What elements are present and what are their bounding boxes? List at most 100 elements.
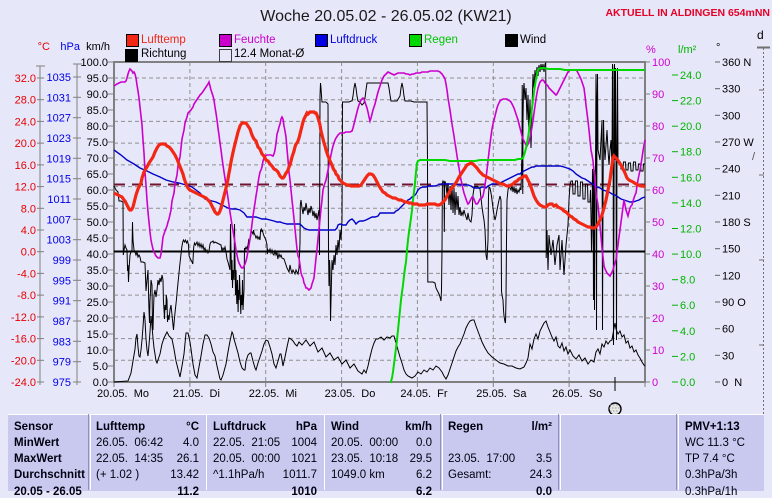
svg-text:270 W: 270 W [722,137,754,149]
svg-text:1011: 1011 [47,194,71,206]
svg-text:10.0: 10.0 [87,345,108,357]
svg-text:90.0: 90.0 [87,89,108,101]
svg-text:-24.0: -24.0 [11,377,36,389]
svg-text:40: 40 [652,249,664,261]
svg-text:210: 210 [722,190,740,202]
svg-text:55.0: 55.0 [87,201,108,213]
svg-text:65.0: 65.0 [87,169,108,181]
svg-text:1015: 1015 [47,174,71,186]
svg-text:1019: 1019 [47,153,71,165]
svg-text:14.0: 14.0 [680,198,701,210]
svg-text:20: 20 [652,313,664,325]
svg-text:2.0: 2.0 [680,351,695,363]
svg-text:20.0: 20.0 [87,313,108,325]
svg-text:25.05. Sa: 25.05. Sa [476,388,527,400]
svg-text:hPa: hPa [60,41,80,53]
svg-text:d: d [757,28,764,42]
svg-text:-8.0: -8.0 [17,290,36,302]
svg-text:4.0: 4.0 [21,225,36,237]
svg-text:979: 979 [53,357,71,369]
svg-text:60.0: 60.0 [87,185,108,197]
svg-text:24.05. Fr: 24.05. Fr [400,388,447,400]
svg-text:30: 30 [722,350,734,362]
svg-text:km/h: km/h [86,41,110,53]
svg-text:90: 90 [652,89,664,101]
svg-text:60: 60 [722,324,734,336]
svg-text:%: % [646,44,656,56]
svg-text:6.0: 6.0 [680,300,695,312]
svg-text:10.0: 10.0 [680,249,701,261]
svg-text:4.0: 4.0 [680,326,695,338]
svg-text:180 S: 180 S [722,217,751,229]
svg-text:35.0: 35.0 [87,265,108,277]
svg-text:300: 300 [722,110,740,122]
svg-text:991: 991 [53,296,71,308]
svg-text:30: 30 [652,281,664,293]
svg-text:0 N: 0 N [722,377,742,389]
svg-text:0.0: 0.0 [93,377,108,389]
svg-text:-12.0: -12.0 [11,312,36,324]
svg-text:15.0: 15.0 [87,329,108,341]
svg-text:150: 150 [722,244,740,256]
svg-text:26.05. So: 26.05. So [552,388,602,400]
svg-text:1031: 1031 [47,92,71,104]
svg-text:-16.0: -16.0 [11,334,36,346]
svg-text:1007: 1007 [47,214,71,226]
svg-text:330: 330 [722,84,740,96]
svg-text:5.0: 5.0 [93,361,108,373]
svg-text:21.05. Di: 21.05. Di [173,388,220,400]
svg-text:10: 10 [652,345,664,357]
svg-text:75.0: 75.0 [87,137,108,149]
svg-text:°C: °C [38,41,50,53]
svg-text:995: 995 [53,275,71,287]
svg-text:50.0: 50.0 [87,217,108,229]
svg-text:30.0: 30.0 [87,281,108,293]
svg-text:20.0: 20.0 [680,121,701,133]
svg-text:22.0: 22.0 [680,96,701,108]
svg-text:8.0: 8.0 [21,203,36,215]
svg-text:28.0: 28.0 [15,95,36,107]
svg-text:12.0: 12.0 [15,182,36,194]
svg-text:0: 0 [652,377,658,389]
svg-text:32.0: 32.0 [15,73,36,85]
svg-text:1027: 1027 [47,113,71,125]
svg-text:0.0: 0.0 [21,247,36,259]
svg-text:°: ° [716,42,720,54]
svg-text:0.0: 0.0 [680,377,695,389]
svg-text:120: 120 [722,270,740,282]
svg-text:85.0: 85.0 [87,105,108,117]
svg-text:20.05. Mo: 20.05. Mo [97,388,149,400]
svg-text:983: 983 [53,336,71,348]
svg-text:16.0: 16.0 [680,172,701,184]
svg-text:24.0: 24.0 [680,70,701,82]
svg-text:70: 70 [652,153,664,165]
svg-text:-20.0: -20.0 [11,355,36,367]
svg-text:60: 60 [652,185,664,197]
svg-text:45.0: 45.0 [87,233,108,245]
svg-text:l/m²: l/m² [678,44,697,56]
svg-text:80.0: 80.0 [87,121,108,133]
svg-text:80: 80 [652,121,664,133]
svg-text:975: 975 [53,377,71,389]
svg-text:1003: 1003 [47,235,71,247]
svg-text:24.0: 24.0 [15,116,36,128]
svg-text:12.0: 12.0 [680,223,701,235]
svg-text:16.0: 16.0 [15,160,36,172]
svg-text:8.0: 8.0 [680,275,695,287]
svg-text:18.0: 18.0 [680,147,701,159]
svg-text:50: 50 [652,217,664,229]
svg-text:100.0: 100.0 [80,57,108,69]
svg-text:1035: 1035 [47,72,71,84]
svg-text:240: 240 [722,164,740,176]
svg-text:1023: 1023 [47,133,71,145]
svg-text:95.0: 95.0 [87,73,108,85]
svg-text:23.05. Do: 23.05. Do [325,388,376,400]
svg-text:987: 987 [53,316,71,328]
svg-text:40.0: 40.0 [87,249,108,261]
svg-text:25.0: 25.0 [87,297,108,309]
svg-text:/: / [752,151,756,163]
svg-text:22.05. Mi: 22.05. Mi [249,388,297,400]
svg-text:360 N: 360 N [722,57,751,69]
svg-text:70.0: 70.0 [87,153,108,165]
svg-text:999: 999 [53,255,71,267]
